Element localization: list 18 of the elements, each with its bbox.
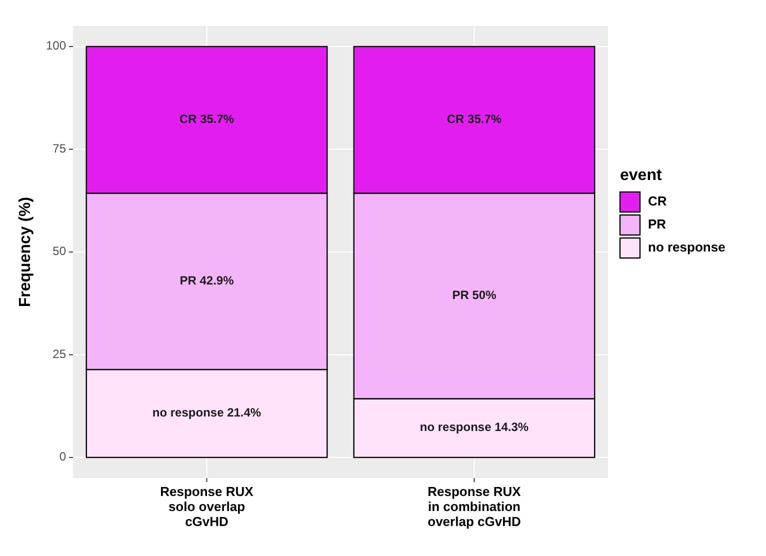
y-axis-title: Frequency (%) <box>17 196 34 308</box>
legend-label: CR <box>648 193 668 208</box>
data-label: CR 35.7% <box>446 112 502 126</box>
data-label: no response 14.3% <box>420 420 529 434</box>
y-tick-label: 50 <box>52 244 66 258</box>
data-label: no response 21.4% <box>152 406 262 420</box>
y-tick-label: 75 <box>52 141 66 156</box>
legend-label: no response <box>648 239 726 254</box>
y-tick-label: 25 <box>52 346 66 361</box>
y-tick-label: 100 <box>46 38 66 53</box>
legend-title: event <box>620 167 662 184</box>
data-label: CR 35.7% <box>179 112 234 126</box>
x-tick-label: Response RUX in combination overlap cGvHD <box>428 484 522 529</box>
legend-label: PR <box>648 216 667 232</box>
data-label: PR 42.9% <box>180 274 234 288</box>
x-tick-label: Response RUX solo overlap cGvHD <box>160 484 254 529</box>
y-tick-label: 0 <box>59 450 66 464</box>
data-label: PR 50% <box>452 288 497 302</box>
